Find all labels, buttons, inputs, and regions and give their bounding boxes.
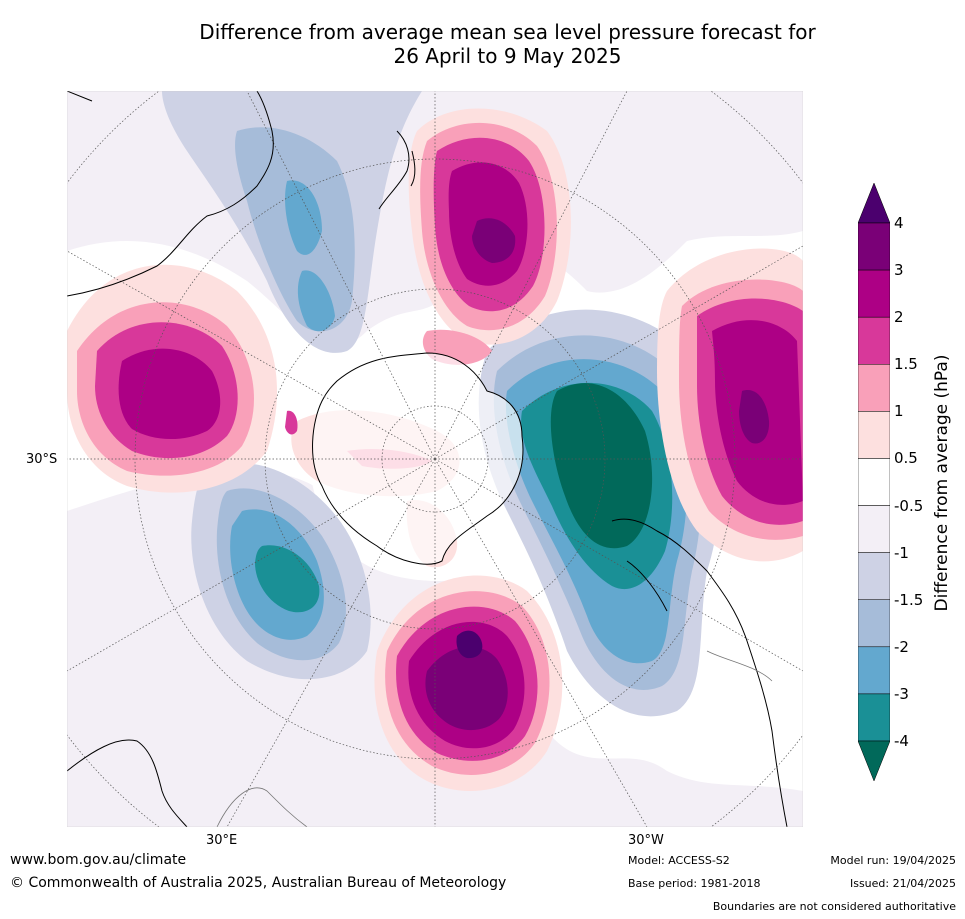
issued-date: Issued: 21/04/2025 (849, 877, 956, 890)
colorbar-tick-label: 3 (894, 261, 904, 280)
copyright-notice: © Commonwealth of Australia 2025, Austra… (10, 875, 507, 891)
title-line-1: Difference from average mean sea level p… (199, 20, 816, 44)
colorbar-tick-label: -1 (894, 543, 909, 562)
lon-label-30e: 30°E (206, 833, 238, 848)
colorbar-band (858, 552, 890, 600)
colorbar-tick-label: 4 (894, 214, 904, 232)
title-line-2: 26 April to 9 May 2025 (393, 44, 622, 68)
borders (216, 650, 773, 827)
colorbar-tick-label: 2 (894, 308, 904, 327)
antarctica (312, 352, 524, 565)
colorbar-band (858, 458, 890, 506)
colorbar-tick-label: 1.5 (894, 355, 918, 374)
boundaries-disclaimer: Boundaries are not considered authoritat… (712, 900, 956, 913)
colorbar-tick-label: -1.5 (894, 590, 924, 609)
colorbar-title: Difference from average (hPa) (932, 354, 952, 612)
website-link[interactable]: www.bom.gov.au/climate (10, 852, 187, 868)
model-run-date: Model run: 19/04/2025 (830, 854, 956, 867)
graticule (67, 91, 803, 827)
map-title: Difference from average mean sea level p… (0, 20, 965, 68)
model-name: Model: ACCESS-S2 (628, 854, 730, 867)
colorbar-band (858, 693, 890, 742)
lat-label-30s: 30°S (26, 452, 58, 467)
colorbar-tick-label: -4 (894, 732, 909, 750)
colorbar (858, 183, 890, 781)
coastlines (67, 91, 788, 827)
colorbar-band (858, 316, 890, 365)
colorbar-band (858, 411, 890, 459)
colorbar-band (858, 599, 890, 648)
colorbar-band (858, 364, 890, 412)
colorbar-band (858, 222, 890, 271)
negative-anomalies (162, 91, 721, 717)
base-period: Base period: 1981-2018 (628, 877, 761, 890)
colorbar-band (858, 183, 890, 224)
lon-label-30w: 30°W (628, 833, 664, 848)
colorbar-band (858, 646, 890, 695)
colorbar-tick-label: -3 (894, 684, 909, 703)
colorbar-tick-label: -0.5 (894, 496, 924, 515)
colorbar-band (858, 269, 890, 318)
colorbar-tick-label: 1 (894, 402, 904, 421)
colorbar-tick-label: -2 (894, 637, 909, 656)
colorbar-band (858, 740, 890, 781)
colorbar-band (858, 505, 890, 553)
pressure-anomaly-map (67, 91, 803, 827)
colorbar-tick-label: 0.5 (894, 449, 918, 468)
